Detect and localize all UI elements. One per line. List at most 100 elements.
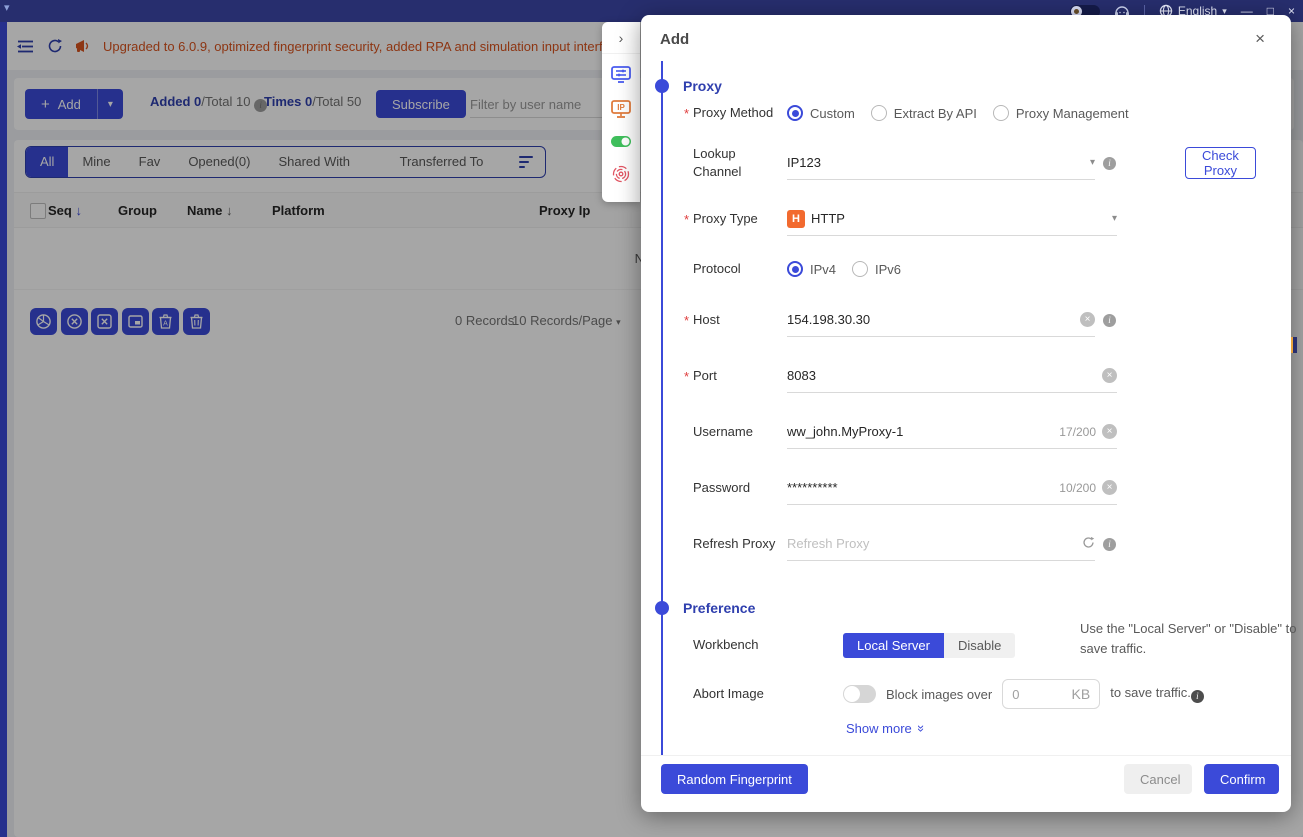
- password-clear-icon[interactable]: ×: [1102, 480, 1117, 495]
- sun-icon: [1070, 5, 1082, 17]
- radio-custom[interactable]: Custom: [787, 105, 855, 121]
- lookup-info-icon[interactable]: i: [1103, 156, 1116, 170]
- add-split-button[interactable]: + Add ▾: [25, 89, 123, 119]
- abort-image-row: Abort Image Block images over 0 KB to sa…: [693, 674, 1204, 714]
- expand-strip-button[interactable]: ›: [602, 22, 640, 54]
- col-platform[interactable]: Platform: [272, 203, 325, 218]
- col-seq[interactable]: Seq ↓: [48, 203, 82, 218]
- records-per-page[interactable]: 10 Records/Page ▾: [512, 313, 621, 328]
- col-proxy-ip[interactable]: Proxy Ip: [539, 203, 591, 218]
- theme-toggle[interactable]: [1069, 4, 1100, 18]
- section-timeline: [661, 61, 663, 755]
- open-browser-button[interactable]: [30, 308, 57, 335]
- port-input[interactable]: 8083 ×: [787, 359, 1117, 393]
- abort-image-label: Abort Image: [693, 686, 764, 702]
- col-group[interactable]: Group: [118, 203, 157, 218]
- announcement-text[interactable]: Upgraded to 6.0.9, optimized fingerprint…: [103, 38, 613, 54]
- username-clear-icon[interactable]: ×: [1102, 424, 1117, 439]
- add-button[interactable]: + Add: [25, 89, 97, 119]
- dialog-close-icon[interactable]: ×: [1255, 29, 1265, 48]
- refresh-icon[interactable]: [47, 38, 63, 54]
- port-clear-icon[interactable]: ×: [1102, 368, 1117, 383]
- list-tabs: All Mine Fav Opened(0) Shared With Me Tr…: [25, 146, 546, 178]
- close-window-button[interactable]: ×: [1287, 4, 1295, 18]
- delete-button[interactable]: [182, 308, 210, 335]
- password-counter: 10/200: [1059, 480, 1096, 495]
- tab-transferred-to-me[interactable]: Transferred To Me: [399, 154, 484, 169]
- radio-ipv6-control[interactable]: [852, 261, 869, 277]
- ip-monitor-icon[interactable]: IP: [611, 100, 631, 121]
- dialog-header: Add ×: [641, 15, 1291, 67]
- menu-fold-icon[interactable]: [17, 40, 35, 53]
- cancel-button[interactable]: Cancel: [1124, 764, 1192, 794]
- quota-info-icon[interactable]: i: [254, 99, 268, 112]
- tab-fav[interactable]: Fav: [138, 154, 161, 169]
- abort-image-size-input[interactable]: 0 KB: [1002, 679, 1101, 709]
- host-clear-icon[interactable]: ×: [1080, 312, 1095, 327]
- name-sort-icon[interactable]: ↓: [226, 203, 233, 218]
- mini-window-button[interactable]: [121, 308, 149, 335]
- sort-filter-icon[interactable]: [519, 156, 533, 168]
- abort-image-unit: KB: [1071, 686, 1091, 702]
- confirm-button[interactable]: Confirm: [1204, 764, 1279, 794]
- abort-image-toggle[interactable]: [843, 685, 876, 703]
- password-input[interactable]: ********** 10/200 ×: [787, 471, 1117, 505]
- protocol-label: Protocol: [693, 261, 741, 277]
- subscribe-button[interactable]: Subscribe: [376, 90, 466, 118]
- radio-custom-control[interactable]: [787, 105, 803, 121]
- minimize-button[interactable]: —: [1240, 4, 1253, 18]
- svg-text:IP: IP: [617, 103, 625, 112]
- username-value: ww_john.MyProxy-1: [787, 424, 904, 439]
- radio-management-control[interactable]: [992, 105, 1009, 121]
- host-value: 154.198.30.30: [787, 312, 871, 327]
- refresh-proxy-label: Refresh Proxy: [693, 536, 776, 552]
- lookup-channel-select[interactable]: IP123 ▾: [787, 146, 1095, 180]
- workbench-disable[interactable]: Disable: [957, 637, 1002, 653]
- recycle-bin-button[interactable]: A: [152, 308, 179, 335]
- tab-shared-with-me[interactable]: Shared With Me: [278, 154, 351, 169]
- host-input[interactable]: 154.198.30.30 ×: [787, 303, 1095, 337]
- workbench-local-server[interactable]: Local Server: [843, 632, 944, 658]
- refresh-proxy-info-icon[interactable]: i: [1103, 537, 1116, 551]
- batch-action-bar: A 0 Records 10 Records/Page ▾: [14, 308, 1303, 336]
- workbench-settings-icon[interactable]: [611, 66, 631, 86]
- abort-image-info-icon[interactable]: i: [1190, 690, 1204, 703]
- refresh-proxy-icon[interactable]: [1082, 536, 1095, 552]
- radio-extract-by-api[interactable]: Extract By API: [870, 105, 977, 121]
- username-input[interactable]: ww_john.MyProxy-1 17/200 ×: [787, 415, 1117, 449]
- proxy-type-select[interactable]: H HTTP ▾: [787, 202, 1117, 236]
- http-badge-icon: H: [787, 209, 805, 228]
- titlebar-caret-icon[interactable]: ▾: [4, 2, 10, 14]
- host-info-icon[interactable]: i: [1103, 313, 1116, 327]
- radio-ipv6[interactable]: IPv6: [852, 261, 901, 277]
- times-quota: Times 0/Total 50: [264, 94, 361, 109]
- tab-all[interactable]: All: [26, 147, 69, 177]
- close-selected-button[interactable]: [60, 308, 88, 335]
- protocol-row: Protocol IPv4 IPv6: [693, 249, 917, 289]
- toggle-feature-icon[interactable]: [610, 135, 632, 151]
- check-proxy-button[interactable]: Check Proxy: [1185, 147, 1256, 179]
- select-all-checkbox[interactable]: [30, 203, 46, 219]
- radio-ipv4[interactable]: IPv4: [787, 261, 836, 277]
- proxy-type-value: HTTP: [811, 211, 845, 226]
- show-more-link[interactable]: Show more »: [846, 721, 929, 736]
- edge-floating-widget[interactable]: [1291, 337, 1297, 353]
- radio-proxy-management[interactable]: Proxy Management: [992, 105, 1129, 121]
- maximize-button[interactable]: □: [1266, 4, 1274, 18]
- collapsed-sidebar-rail[interactable]: [0, 22, 7, 837]
- close-all-button[interactable]: [91, 308, 118, 335]
- filter-username-input[interactable]: [470, 92, 602, 118]
- tab-mine[interactable]: Mine: [82, 154, 111, 169]
- random-fingerprint-button[interactable]: Random Fingerprint: [661, 764, 808, 794]
- col-name[interactable]: Name ↓: [187, 203, 233, 218]
- svg-text:A: A: [163, 320, 168, 327]
- refresh-proxy-input[interactable]: Refresh Proxy: [787, 527, 1095, 561]
- radio-extract-control[interactable]: [870, 105, 887, 121]
- radio-ipv4-control[interactable]: [787, 261, 803, 277]
- fingerprint-icon[interactable]: [612, 165, 630, 186]
- seq-sort-icon[interactable]: ↓: [75, 203, 82, 218]
- dialog-footer: Random Fingerprint Cancel Confirm: [641, 755, 1291, 812]
- add-dropdown-caret[interactable]: ▾: [96, 89, 123, 119]
- tab-opened[interactable]: Opened(0): [188, 154, 251, 169]
